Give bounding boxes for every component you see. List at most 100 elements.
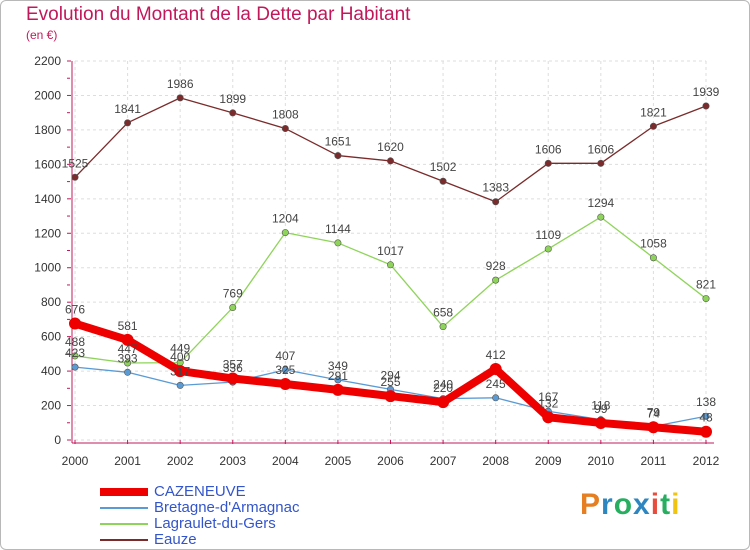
data-label-lagraulet-du-gers: 769 [223, 287, 243, 301]
data-label-lagraulet-du-gers: 449 [170, 342, 190, 356]
data-label-cazeneuve: 676 [65, 303, 85, 317]
data-label-lagraulet-du-gers: 1144 [325, 222, 351, 236]
point-lagraulet-du-gers [229, 304, 237, 312]
x-tick-label: 2004 [272, 454, 299, 468]
point-lagraulet-du-gers [386, 261, 394, 269]
data-label-bretagne-d-armagnac: 138 [696, 395, 716, 409]
point-eauze [439, 177, 447, 185]
legend-label-cazeneuve: CAZENEUVE [154, 483, 246, 500]
point-cazeneuve [174, 365, 187, 378]
data-label-cazeneuve: 255 [380, 375, 400, 389]
point-eauze [176, 94, 184, 102]
legend-label-lagraulet: Lagraulet-du-Gers [154, 515, 276, 532]
data-label-eauze: 1383 [482, 181, 509, 195]
legend-swatch-lagraulet [100, 523, 148, 525]
data-label-lagraulet-du-gers: 1294 [587, 196, 614, 210]
data-label-eauze: 1525 [62, 156, 89, 170]
point-cazeneuve [279, 378, 292, 391]
point-cazeneuve [331, 383, 344, 396]
data-label-eauze: 1651 [325, 135, 352, 149]
legend-label-bretagne: Bretagne-d'Armagnac [154, 499, 300, 516]
series [69, 94, 712, 438]
data-label-bretagne-d-armagnac: 167 [538, 390, 558, 404]
data-label-bretagne-d-armagnac: 240 [433, 378, 453, 392]
data-label-lagraulet-du-gers: 928 [486, 259, 506, 273]
point-lagraulet-du-gers [544, 245, 552, 253]
point-cazeneuve [542, 411, 555, 424]
point-eauze [386, 157, 394, 165]
data-label-cazeneuve: 48 [699, 411, 713, 425]
point-lagraulet-du-gers [124, 359, 132, 367]
x-tick-label: 2000 [62, 454, 89, 468]
point-cazeneuve [69, 317, 81, 330]
point-eauze [649, 122, 657, 130]
data-label-eauze: 1821 [640, 105, 667, 119]
point-bretagne-d-armagnac [281, 366, 289, 374]
point-cazeneuve [384, 390, 397, 403]
legend-label-eauze: Eauze [154, 531, 197, 548]
point-bretagne-d-armagnac [176, 381, 184, 389]
point-eauze [229, 109, 237, 117]
logo-letter: o [613, 488, 634, 521]
data-label-bretagne-d-armagnac: 118 [591, 399, 610, 413]
logo-letter: t [660, 488, 672, 521]
data-label-cazeneuve: 325 [275, 363, 295, 377]
legend-swatch-eauze [100, 539, 148, 541]
data-label-eauze: 1841 [114, 102, 141, 116]
data-label-cazeneuve: 357 [223, 357, 243, 371]
y-tick-label: 1000 [34, 261, 61, 275]
point-lagraulet-du-gers [597, 213, 605, 221]
chart-subtitle: (en €) [26, 28, 58, 42]
point-bretagne-d-armagnac [71, 363, 79, 371]
point-cazeneuve [594, 416, 607, 429]
point-bretagne-d-armagnac [702, 412, 710, 420]
data-label-bretagne-d-armagnac: 349 [328, 359, 348, 373]
y-tick-label: 600 [41, 330, 61, 344]
data-label-bretagne-d-armagnac: 317 [170, 364, 190, 378]
data-label-cazeneuve: 220 [433, 381, 453, 395]
proxiti-logo: Proxiti [580, 488, 680, 522]
data-label-cazeneuve: 400 [170, 350, 190, 364]
data-label-eauze: 1606 [535, 142, 562, 156]
data-label-bretagne-d-armagnac: 393 [118, 351, 138, 365]
data-label-lagraulet-du-gers: 658 [433, 306, 453, 320]
x-tick-label: 2008 [482, 454, 509, 468]
chart-title: Evolution du Montant de la Dette par Hab… [26, 4, 411, 25]
data-label-lagraulet-du-gers: 1017 [377, 244, 404, 258]
logo-letter: P [580, 488, 602, 521]
point-cazeneuve [489, 363, 502, 376]
logo-letter: i [650, 488, 661, 521]
data-label-cazeneuve: 132 [538, 396, 558, 410]
point-eauze [492, 198, 500, 206]
y-tick-label: 800 [41, 295, 61, 309]
data-label-eauze: 1620 [377, 140, 404, 154]
legend-swatch-cazeneuve [100, 488, 148, 496]
point-cazeneuve [437, 396, 450, 409]
x-tick-label: 2006 [377, 454, 404, 468]
data-label-lagraulet-du-gers: 1204 [272, 212, 299, 226]
y-tick-label: 200 [41, 399, 61, 413]
data-label-cazeneuve: 74 [647, 406, 661, 420]
y-tick-label: 1200 [34, 226, 61, 240]
point-lagraulet-du-gers [439, 323, 447, 331]
point-cazeneuve [121, 333, 134, 346]
data-label-bretagne-d-armagnac: 336 [223, 361, 243, 375]
x-tick-label: 2003 [219, 454, 246, 468]
x-tick-label: 2007 [430, 454, 457, 468]
x-tick-label: 2012 [693, 454, 720, 468]
data-label-lagraulet-du-gers: 1109 [535, 228, 561, 242]
y-tick-label: 2000 [34, 88, 61, 102]
point-eauze [281, 125, 289, 133]
data-label-bretagne-d-armagnac: 423 [65, 346, 85, 360]
data-label-cazeneuve: 99 [594, 402, 608, 416]
data-label-bretagne-d-armagnac: 407 [275, 349, 295, 363]
data-label-eauze: 1899 [219, 92, 246, 106]
data-label-bretagne-d-armagnac: 245 [486, 377, 506, 391]
logo-letter: r [601, 488, 614, 521]
point-lagraulet-du-gers [702, 295, 710, 303]
point-cazeneuve [647, 421, 660, 434]
point-lagraulet-du-gers [334, 239, 342, 247]
point-eauze [597, 159, 605, 167]
x-tick-label: 2009 [535, 454, 562, 468]
data-label-eauze: 1502 [430, 160, 457, 174]
